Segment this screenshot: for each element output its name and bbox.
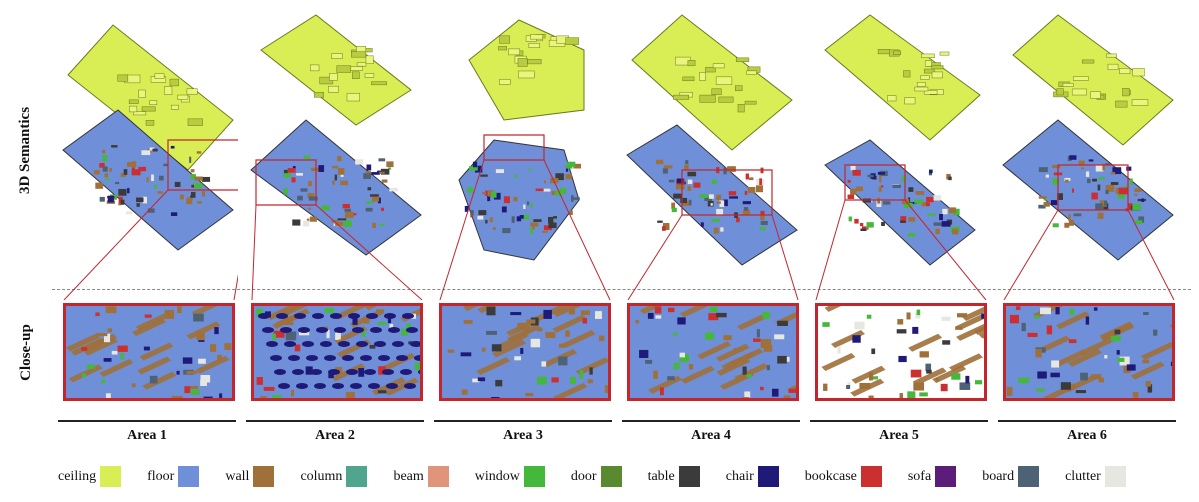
legend-swatch xyxy=(757,466,779,487)
area-panel-2: Area 2 xyxy=(246,0,426,450)
area-label: Area 1 xyxy=(127,428,167,443)
legend-swatch xyxy=(253,466,275,487)
legend-label: beam xyxy=(393,468,424,484)
legend-swatch xyxy=(935,466,957,487)
legend-label: chair xyxy=(725,468,754,484)
legend-item-column: column xyxy=(300,466,368,487)
legend-item-beam: beam xyxy=(393,466,449,487)
legend-item-table: table xyxy=(648,466,700,487)
area-underline xyxy=(810,420,988,422)
legend-swatch xyxy=(860,466,882,487)
area-label: Area 3 xyxy=(503,428,543,443)
legend-item-sofa: sofa xyxy=(907,466,957,487)
area-underline xyxy=(434,420,612,422)
legend-item-window: window xyxy=(475,466,545,487)
area-3d-model-3 xyxy=(439,19,611,300)
area-panel-4: Area 4 xyxy=(622,0,802,450)
legend-item-ceiling: ceiling xyxy=(58,466,122,487)
legend-label: window xyxy=(474,468,520,484)
legend-label: floor xyxy=(147,468,175,484)
floor-plan-layer xyxy=(250,119,422,256)
area-underline xyxy=(998,420,1176,422)
area-3d-model-2 xyxy=(250,14,423,300)
area-label: Area 5 xyxy=(879,428,919,443)
legend-swatch xyxy=(678,466,700,487)
ceiling-layer xyxy=(631,14,793,151)
legend-label: wall xyxy=(225,468,250,484)
row-label-3d-semantics-text: 3D Semantics xyxy=(17,106,34,194)
row-label-3d-semantics: 3D Semantics xyxy=(6,20,46,280)
area-3d-model-6 xyxy=(1002,14,1175,300)
legend-item-board: board xyxy=(982,466,1040,487)
legend-label: sofa xyxy=(907,468,932,484)
close-up-view-3 xyxy=(439,303,611,401)
legend-swatch xyxy=(178,466,200,487)
area-panel-5: Area 5 xyxy=(810,0,990,450)
row-label-close-up-text: Close-up xyxy=(17,323,34,381)
legend-item-door: door xyxy=(571,466,622,487)
area-panel-1: Area 1 xyxy=(58,0,238,450)
ceiling-layer xyxy=(468,19,585,121)
legend-item-wall: wall xyxy=(225,466,275,487)
legend-label: door xyxy=(570,468,597,484)
ceiling-layer xyxy=(824,14,981,141)
legend-swatch xyxy=(427,466,449,487)
close-up-view-5 xyxy=(815,303,987,401)
legend-item-clutter: clutter xyxy=(1065,466,1126,487)
area-underline xyxy=(246,420,424,422)
ceiling-layer xyxy=(1012,14,1174,146)
row-label-close-up: Close-up xyxy=(6,302,46,402)
legend-label: ceiling xyxy=(58,468,97,484)
area-3d-model-4 xyxy=(626,14,799,300)
close-up-view-4 xyxy=(627,303,799,401)
legend-swatch xyxy=(1018,466,1040,487)
separator-dotted-line xyxy=(52,289,1191,290)
legend-label: board xyxy=(982,468,1015,484)
area-3d-model-5 xyxy=(815,14,987,300)
legend-item-chair: chair xyxy=(726,466,779,487)
legend-label: bookcase xyxy=(804,468,857,484)
close-up-view-6 xyxy=(1003,303,1175,401)
area-panel-6: Area 6 xyxy=(998,0,1178,450)
legend-swatch xyxy=(346,466,368,487)
area-3d-model-1 xyxy=(62,24,238,300)
close-up-view-1 xyxy=(63,303,235,401)
legend-label: column xyxy=(300,468,343,484)
legend-swatch xyxy=(523,466,545,487)
area-underline xyxy=(58,420,236,422)
area-underline xyxy=(622,420,800,422)
floor-plan-layer xyxy=(458,139,580,261)
zoom-region-marker xyxy=(167,139,238,191)
area-panel-3: Area 3 xyxy=(434,0,614,450)
area-label: Area 2 xyxy=(315,428,355,443)
close-up-view-2 xyxy=(251,303,423,401)
legend-label: clutter xyxy=(1065,468,1101,484)
legend-swatch xyxy=(100,466,122,487)
legend-item-bookcase: bookcase xyxy=(805,466,882,487)
legend: ceiling floor wall column beam window door tabl… xyxy=(58,466,1152,487)
area-label: Area 4 xyxy=(691,428,731,443)
floor-plan-layer xyxy=(824,139,976,266)
floor-plan-layer xyxy=(1002,119,1174,261)
legend-item-floor: floor xyxy=(147,466,200,487)
legend-swatch xyxy=(1104,466,1126,487)
legend-swatch xyxy=(600,466,622,487)
legend-label: table xyxy=(647,468,675,484)
ceiling-layer xyxy=(260,14,412,126)
area-label: Area 6 xyxy=(1067,428,1107,443)
